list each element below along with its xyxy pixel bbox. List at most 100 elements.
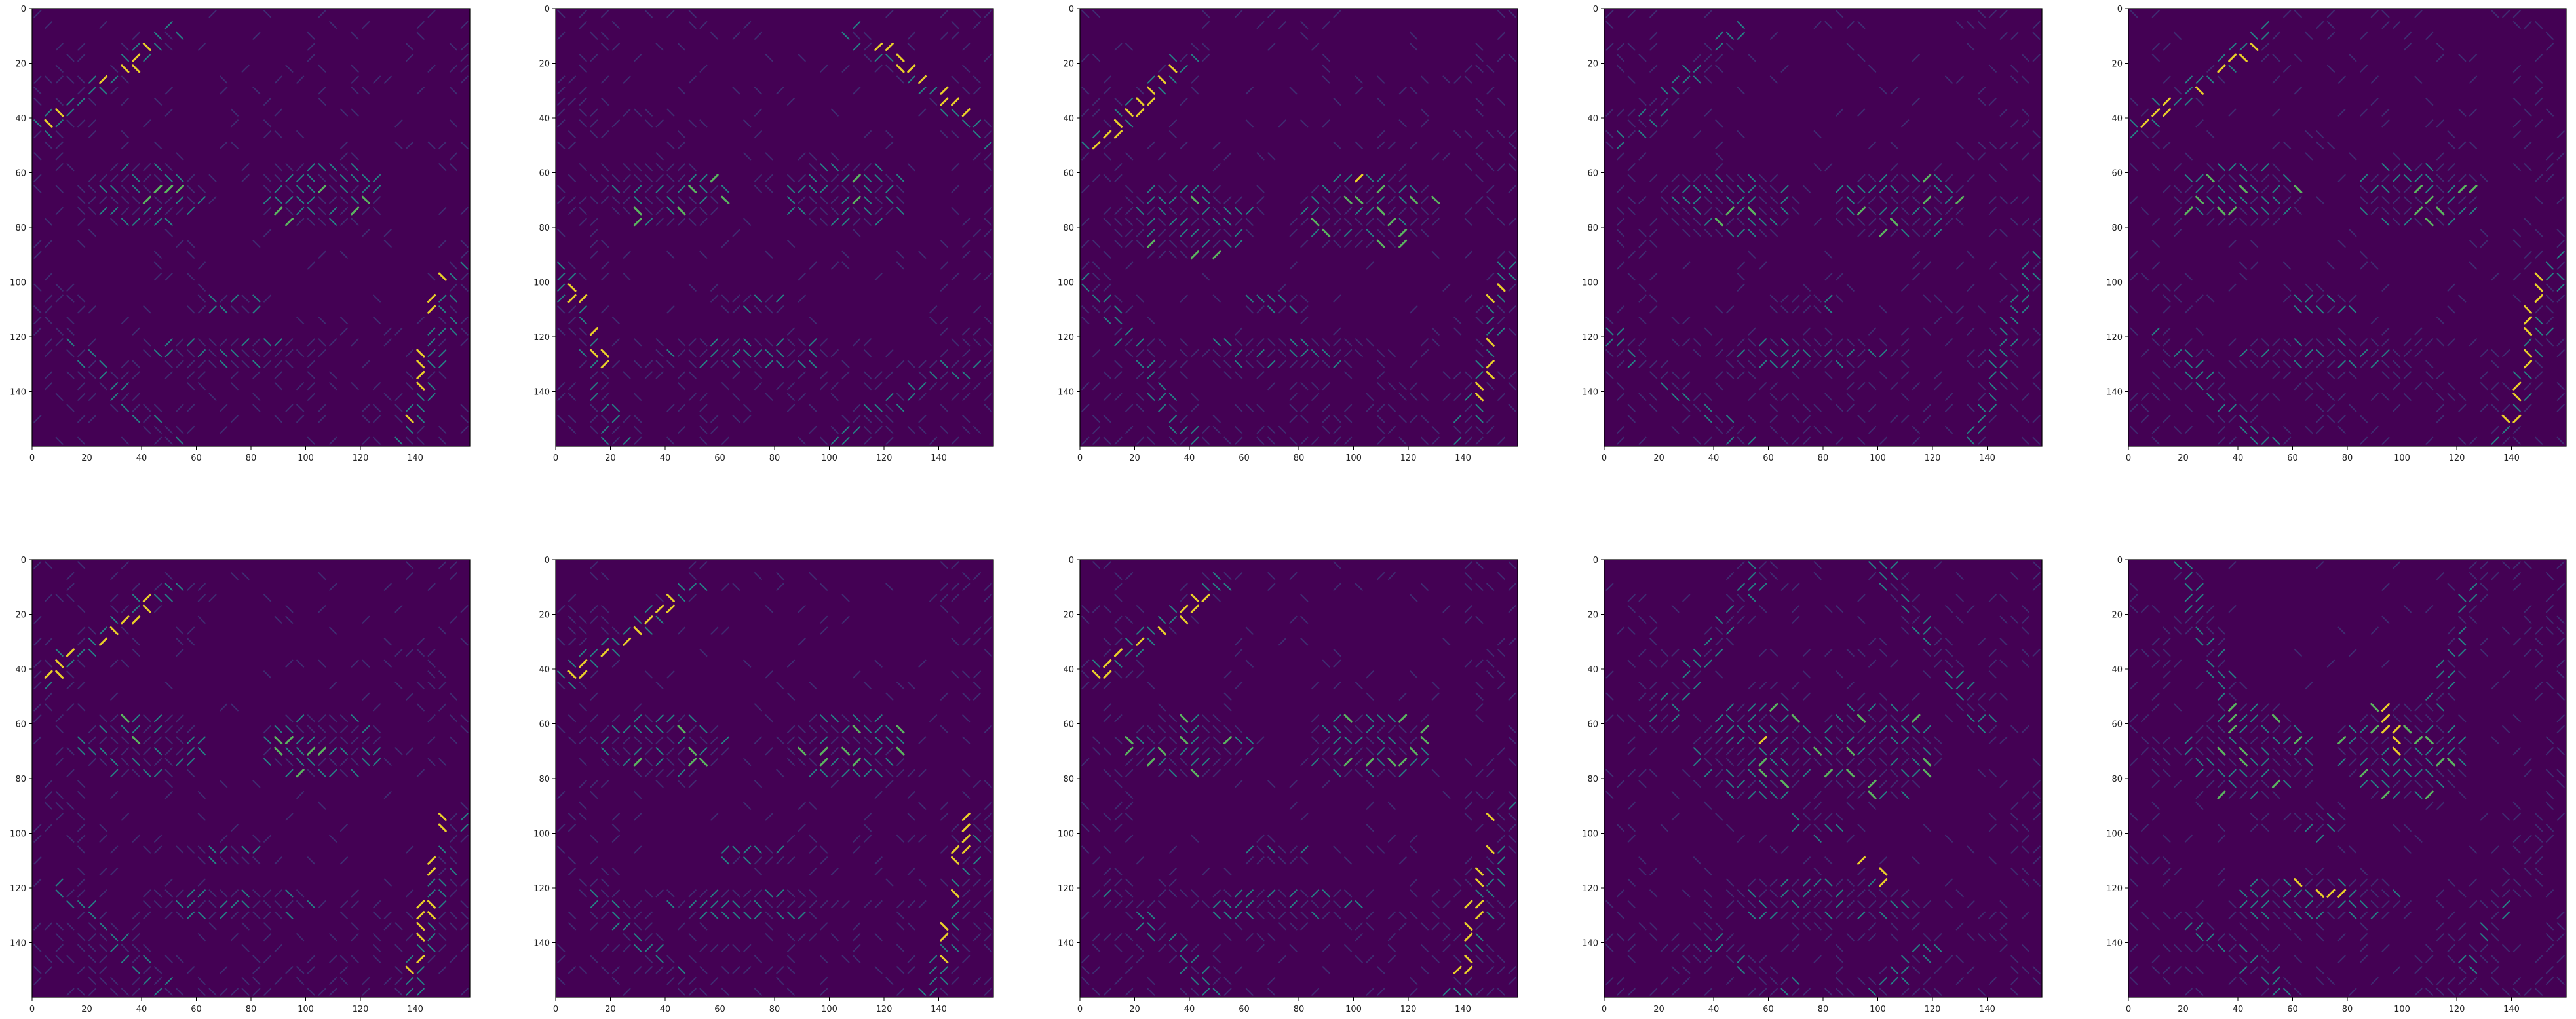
x-tick-label: 0 — [29, 453, 35, 463]
hog-cell — [1256, 338, 1265, 347]
hog-cell — [406, 436, 414, 445]
heatmap-background — [1604, 560, 2042, 997]
hog-cell — [1147, 75, 1155, 84]
heatmap-background — [1080, 560, 1518, 997]
hog-cell — [1978, 141, 1986, 149]
hog-cell — [187, 338, 195, 347]
hog-cell — [1410, 87, 1418, 95]
hog-cell — [1202, 349, 1210, 358]
hog-cell — [1442, 393, 1451, 401]
hog-cell — [1508, 371, 1516, 379]
hog-cell — [830, 436, 839, 445]
hog-cell — [1322, 349, 1330, 358]
hog-cell — [329, 174, 337, 182]
hog-cell — [77, 360, 86, 368]
hog-cell — [44, 119, 53, 128]
hog-cell — [220, 294, 228, 303]
hog-cell — [1486, 415, 1495, 423]
hog-cell — [143, 119, 151, 128]
hog-cell — [1202, 218, 1210, 226]
hog-cell — [929, 360, 938, 368]
hog-cell — [1486, 425, 1495, 434]
hog-cell — [623, 196, 631, 204]
hog-cell — [590, 174, 598, 182]
hog-cell — [1421, 108, 1429, 117]
hog-cell — [688, 21, 697, 29]
hog-cell — [1475, 196, 1484, 204]
hog-cell — [1136, 436, 1144, 445]
hog-cell — [394, 141, 403, 149]
hog-cell — [1092, 54, 1101, 62]
hog-cell — [1355, 195, 1364, 204]
hog-cell — [907, 64, 916, 73]
hog-cell — [383, 327, 392, 336]
hog-cell — [143, 349, 151, 358]
y-tick-label: 40 — [539, 114, 550, 124]
y-tick-label: 120 — [533, 333, 550, 343]
hog-cell — [121, 382, 129, 391]
hog-cell — [460, 250, 469, 259]
hog-cell — [623, 163, 631, 172]
hog-cell — [176, 206, 184, 215]
hog-cell — [351, 108, 359, 117]
y-tick-label: 20 — [1587, 60, 1598, 69]
hog-cell — [765, 174, 773, 182]
hog-cell — [208, 10, 217, 18]
hog-cell — [230, 371, 239, 379]
hog-cell — [710, 206, 719, 215]
x-tick-label: 40 — [136, 453, 147, 463]
hog-cell — [132, 415, 140, 423]
hog-cell — [1464, 415, 1472, 423]
hog-cell — [66, 283, 75, 292]
hog-cell — [220, 305, 228, 314]
hog-cell — [329, 196, 337, 204]
x-tick-label: 100 — [1870, 453, 1886, 463]
hog-cell — [1180, 206, 1188, 215]
hog-cell — [339, 218, 348, 226]
hog-cell — [1168, 206, 1177, 215]
y-tick-label: 80 — [15, 775, 26, 784]
hog-cell — [176, 349, 184, 358]
hog-cell — [263, 97, 272, 106]
hog-cell — [940, 382, 948, 391]
hog-cell — [296, 174, 305, 182]
hog-cell — [721, 195, 730, 204]
hog-cell — [885, 371, 894, 379]
hog-cell — [1486, 206, 1495, 215]
y-tick-label: 60 — [1063, 169, 1074, 179]
hog-cell — [853, 338, 861, 347]
hog-cell — [820, 64, 828, 73]
hog-cell — [77, 436, 86, 445]
hog-cell — [1212, 349, 1221, 358]
hog-cell — [1377, 436, 1385, 445]
hog-cell — [1376, 185, 1385, 194]
hog-cell — [1617, 108, 1625, 117]
hog-cell — [809, 174, 817, 182]
hog-cell — [1333, 206, 1341, 215]
hog-cell — [307, 393, 315, 401]
hog-cell — [154, 415, 163, 423]
hog-cell — [699, 436, 708, 445]
hog-cell — [1453, 436, 1462, 445]
y-tick-label: 140 — [1582, 388, 1598, 398]
hog-cell — [568, 393, 577, 401]
hog-cell — [568, 75, 577, 84]
hog-cell — [230, 119, 239, 128]
hog-cell — [623, 185, 631, 193]
hog-cell — [666, 250, 675, 259]
hog-cell — [1671, 75, 1680, 84]
hog-cell — [164, 360, 173, 368]
hog-cell — [351, 218, 359, 226]
hog-cell — [1190, 195, 1199, 204]
hog-cell — [66, 349, 75, 358]
hog-cell — [55, 141, 64, 149]
hog-cell — [176, 338, 184, 347]
hog-cell — [1114, 163, 1123, 172]
hog-cell — [820, 163, 828, 172]
hog-cell — [1398, 163, 1407, 172]
hog-cell — [1508, 327, 1516, 336]
hog-cell — [329, 163, 337, 172]
hog-cell — [460, 316, 469, 324]
hog-cell — [972, 21, 981, 29]
